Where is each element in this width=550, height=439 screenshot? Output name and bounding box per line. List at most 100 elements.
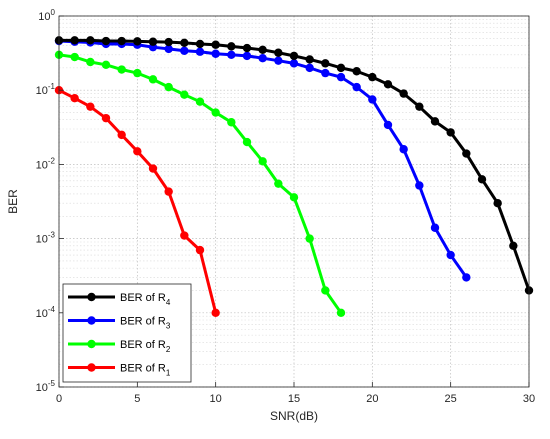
data-point-r4 [242, 43, 252, 53]
data-point-r2 [258, 157, 267, 166]
data-point-r3 [180, 46, 189, 55]
data-point-r3 [352, 82, 361, 92]
data-point-r4 [180, 38, 189, 48]
data-point-r3 [383, 120, 393, 130]
legend-label-r4: BER of R4 [120, 292, 171, 307]
legend-label-r2: BER of R2 [120, 339, 171, 354]
data-point-r4 [70, 36, 79, 45]
x-tick-label: 25 [445, 393, 457, 405]
x-tick-label: 20 [366, 393, 378, 405]
data-point-r4 [399, 89, 408, 98]
data-point-r3 [289, 59, 299, 68]
data-point-r3 [274, 56, 283, 65]
data-point-r2 [289, 193, 299, 202]
x-axis-title: SNR(dB) [270, 409, 318, 423]
data-point-r3 [446, 250, 455, 260]
series-lines [54, 36, 534, 317]
data-point-r4 [336, 63, 346, 73]
series-r2 [54, 50, 346, 317]
data-point-r3 [430, 223, 440, 232]
data-point-r3 [242, 51, 252, 61]
data-point-r4 [305, 55, 314, 64]
x-tick-label: 30 [523, 393, 535, 405]
data-point-r2 [336, 308, 346, 317]
data-point-r1 [195, 245, 205, 255]
legend-marker-r3 [87, 316, 96, 325]
data-point-r1 [86, 102, 95, 111]
x-tick-label: 5 [134, 393, 140, 405]
data-point-r4 [462, 149, 471, 158]
data-point-r1 [148, 164, 158, 173]
y-tick-label: 10-4 [36, 305, 56, 320]
x-tick-label: 15 [288, 393, 300, 405]
data-point-r4 [430, 117, 440, 126]
legend-label-r3: BER of R3 [120, 316, 171, 331]
data-point-r3 [415, 181, 424, 190]
data-point-r4 [195, 39, 205, 49]
data-point-r1 [70, 94, 79, 103]
data-point-r3 [321, 68, 330, 78]
data-point-r2 [148, 75, 158, 84]
y-tick-label: 100 [38, 8, 55, 23]
legend-marker-r1 [87, 363, 96, 372]
x-tick-label: 0 [56, 393, 62, 405]
data-point-r1 [101, 113, 111, 123]
data-point-r4 [211, 40, 220, 49]
data-point-r4 [415, 102, 424, 111]
data-point-r3 [336, 72, 346, 82]
data-point-r4 [383, 80, 393, 89]
legend-marker-r2 [87, 339, 96, 349]
data-point-r1 [164, 187, 173, 196]
data-point-r3 [258, 53, 267, 63]
data-point-r3 [462, 273, 471, 282]
y-tick-label: 10-5 [36, 379, 56, 394]
data-point-r1 [117, 130, 126, 140]
data-point-r4 [117, 36, 126, 46]
data-point-r3 [164, 44, 173, 54]
legend-box [62, 283, 192, 383]
axis-ticks: 100 10-1 10-2 10-3 10-4 10-50 5 10 15 20 25 30 [36, 8, 536, 405]
data-point-r4 [148, 37, 158, 46]
data-point-r2 [195, 97, 205, 106]
data-point-r2 [305, 234, 314, 243]
x-tick-label: 10 [210, 393, 222, 405]
legend-label-r1: BER of R1 [120, 363, 171, 378]
data-point-r4 [227, 42, 236, 51]
data-point-r4 [101, 36, 111, 46]
data-point-r2 [101, 60, 111, 69]
data-point-r4 [258, 45, 267, 55]
data-point-r4 [477, 175, 487, 184]
data-point-r2 [180, 90, 189, 99]
data-point-r2 [164, 82, 173, 92]
data-point-r4 [368, 72, 377, 82]
data-point-r1 [211, 308, 220, 317]
legend-marker-r4 [87, 292, 96, 302]
data-point-r3 [195, 47, 205, 56]
data-point-r4 [274, 48, 283, 57]
data-point-r4 [321, 59, 330, 68]
data-point-r4 [289, 51, 299, 61]
data-point-r3 [211, 49, 220, 58]
series-line-r4 [59, 38, 531, 291]
data-point-r2 [133, 68, 142, 78]
data-point-r2 [70, 52, 79, 62]
data-point-r2 [242, 137, 252, 147]
data-point-r4 [493, 198, 502, 208]
data-point-r2 [117, 65, 126, 74]
data-point-r4 [164, 37, 173, 47]
y-tick-label: 10-2 [36, 156, 56, 171]
data-point-r3 [305, 63, 314, 73]
data-point-r4 [446, 128, 455, 137]
data-point-r4 [133, 37, 142, 46]
data-point-r4 [352, 67, 361, 76]
data-point-r2 [211, 108, 220, 117]
data-point-r2 [86, 57, 95, 67]
series-r1 [54, 86, 220, 317]
data-point-r4 [86, 36, 95, 45]
data-point-r1 [180, 231, 189, 240]
y-tick-label: 10-1 [36, 82, 56, 97]
data-point-r3 [368, 95, 377, 104]
y-axis-title: BER [6, 189, 20, 214]
data-point-r3 [227, 50, 236, 59]
